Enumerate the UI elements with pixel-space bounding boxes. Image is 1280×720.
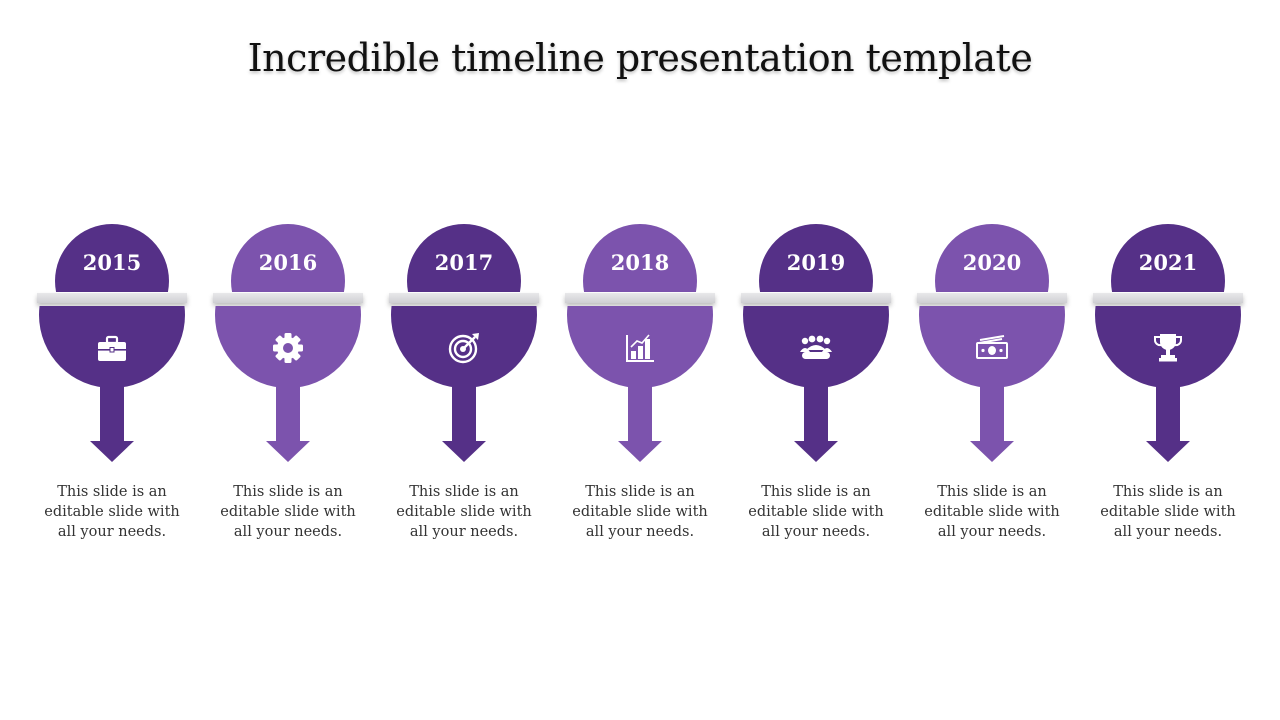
timeline-step-2019: 2019 xyxy=(741,222,891,472)
step-description-2015: This slide is an editable slide with all y… xyxy=(37,482,187,542)
arrow-head xyxy=(1146,441,1190,462)
divider-shelf xyxy=(213,293,363,303)
timeline-step-2017: 2017 xyxy=(389,222,539,472)
description-line: all your needs. xyxy=(233,524,343,540)
step-description-2017: This slide is an editable slide with all y… xyxy=(389,482,539,542)
timeline-step-2018: 2018 xyxy=(565,222,715,472)
description-line: This slide is an xyxy=(937,484,1047,500)
arrow-stem xyxy=(804,382,828,442)
description-line: editable slide with xyxy=(924,504,1060,520)
step-description-2021: This slide is an editable slide with all y… xyxy=(1093,482,1243,542)
description-line: all your needs. xyxy=(57,524,167,540)
description-line: editable slide with xyxy=(1100,504,1236,520)
year-cap xyxy=(741,222,891,292)
year-cap xyxy=(389,222,539,292)
arrow-head xyxy=(970,441,1014,462)
step-description-2020: This slide is an editable slide with all y… xyxy=(917,482,1067,542)
arrow-head xyxy=(266,441,310,462)
divider-shelf xyxy=(1093,293,1243,303)
arrow-head xyxy=(90,441,134,462)
arrow-stem xyxy=(452,382,476,442)
year-label: 2016 xyxy=(258,250,318,275)
step-description-2016: This slide is an editable slide with all y… xyxy=(213,482,363,542)
description-line: editable slide with xyxy=(220,504,356,520)
description-line: all your needs. xyxy=(409,524,519,540)
description-line: editable slide with xyxy=(748,504,884,520)
divider-shelf xyxy=(565,293,715,303)
divider-shelf xyxy=(741,293,891,303)
year-label: 2018 xyxy=(610,250,670,275)
step-description-2019: This slide is an editable slide with all y… xyxy=(741,482,891,542)
description-line: This slide is an xyxy=(233,484,343,500)
trophy-icon xyxy=(1150,330,1186,366)
description-line: This slide is an xyxy=(57,484,167,500)
step-description-2018: This slide is an editable slide with all y… xyxy=(565,482,715,542)
timeline-step-2016: 2016 xyxy=(213,222,363,472)
year-label: 2019 xyxy=(786,250,846,275)
briefcase-icon xyxy=(94,330,130,366)
description-line: editable slide with xyxy=(572,504,708,520)
arrow-stem xyxy=(276,382,300,442)
year-cap xyxy=(1093,222,1243,292)
gear-icon xyxy=(270,330,306,366)
description-line: all your needs. xyxy=(1113,524,1223,540)
year-label: 2015 xyxy=(82,250,142,275)
year-label: 2020 xyxy=(962,250,1022,275)
money-icon xyxy=(974,330,1010,366)
timeline-step-2020: 2020 xyxy=(917,222,1067,472)
target-icon xyxy=(446,330,482,366)
team-icon xyxy=(798,330,834,366)
slide-title: Incredible timeline presentation templat… xyxy=(247,36,1033,80)
description-line: editable slide with xyxy=(44,504,180,520)
description-line: This slide is an xyxy=(409,484,519,500)
arrow-head xyxy=(794,441,838,462)
year-cap xyxy=(213,222,363,292)
arrow-head xyxy=(442,441,486,462)
description-line: all your needs. xyxy=(761,524,871,540)
year-cap xyxy=(917,222,1067,292)
arrow-stem xyxy=(628,382,652,442)
divider-shelf xyxy=(389,293,539,303)
timeline-step-2015: 2015 xyxy=(37,222,187,472)
arrow-stem xyxy=(980,382,1004,442)
arrow-head xyxy=(618,441,662,462)
bar-chart-icon xyxy=(622,330,658,366)
divider-shelf xyxy=(917,293,1067,303)
description-line: editable slide with xyxy=(396,504,532,520)
year-label: 2017 xyxy=(434,250,494,275)
arrow-stem xyxy=(100,382,124,442)
description-line: This slide is an xyxy=(761,484,871,500)
description-line: This slide is an xyxy=(1113,484,1223,500)
description-line: all your needs. xyxy=(585,524,695,540)
description-line: all your needs. xyxy=(937,524,1047,540)
year-label: 2021 xyxy=(1138,250,1198,275)
year-cap xyxy=(565,222,715,292)
description-line: This slide is an xyxy=(585,484,695,500)
arrow-stem xyxy=(1156,382,1180,442)
timeline-step-2021: 2021 xyxy=(1093,222,1243,472)
divider-shelf xyxy=(37,293,187,303)
year-cap xyxy=(37,222,187,292)
